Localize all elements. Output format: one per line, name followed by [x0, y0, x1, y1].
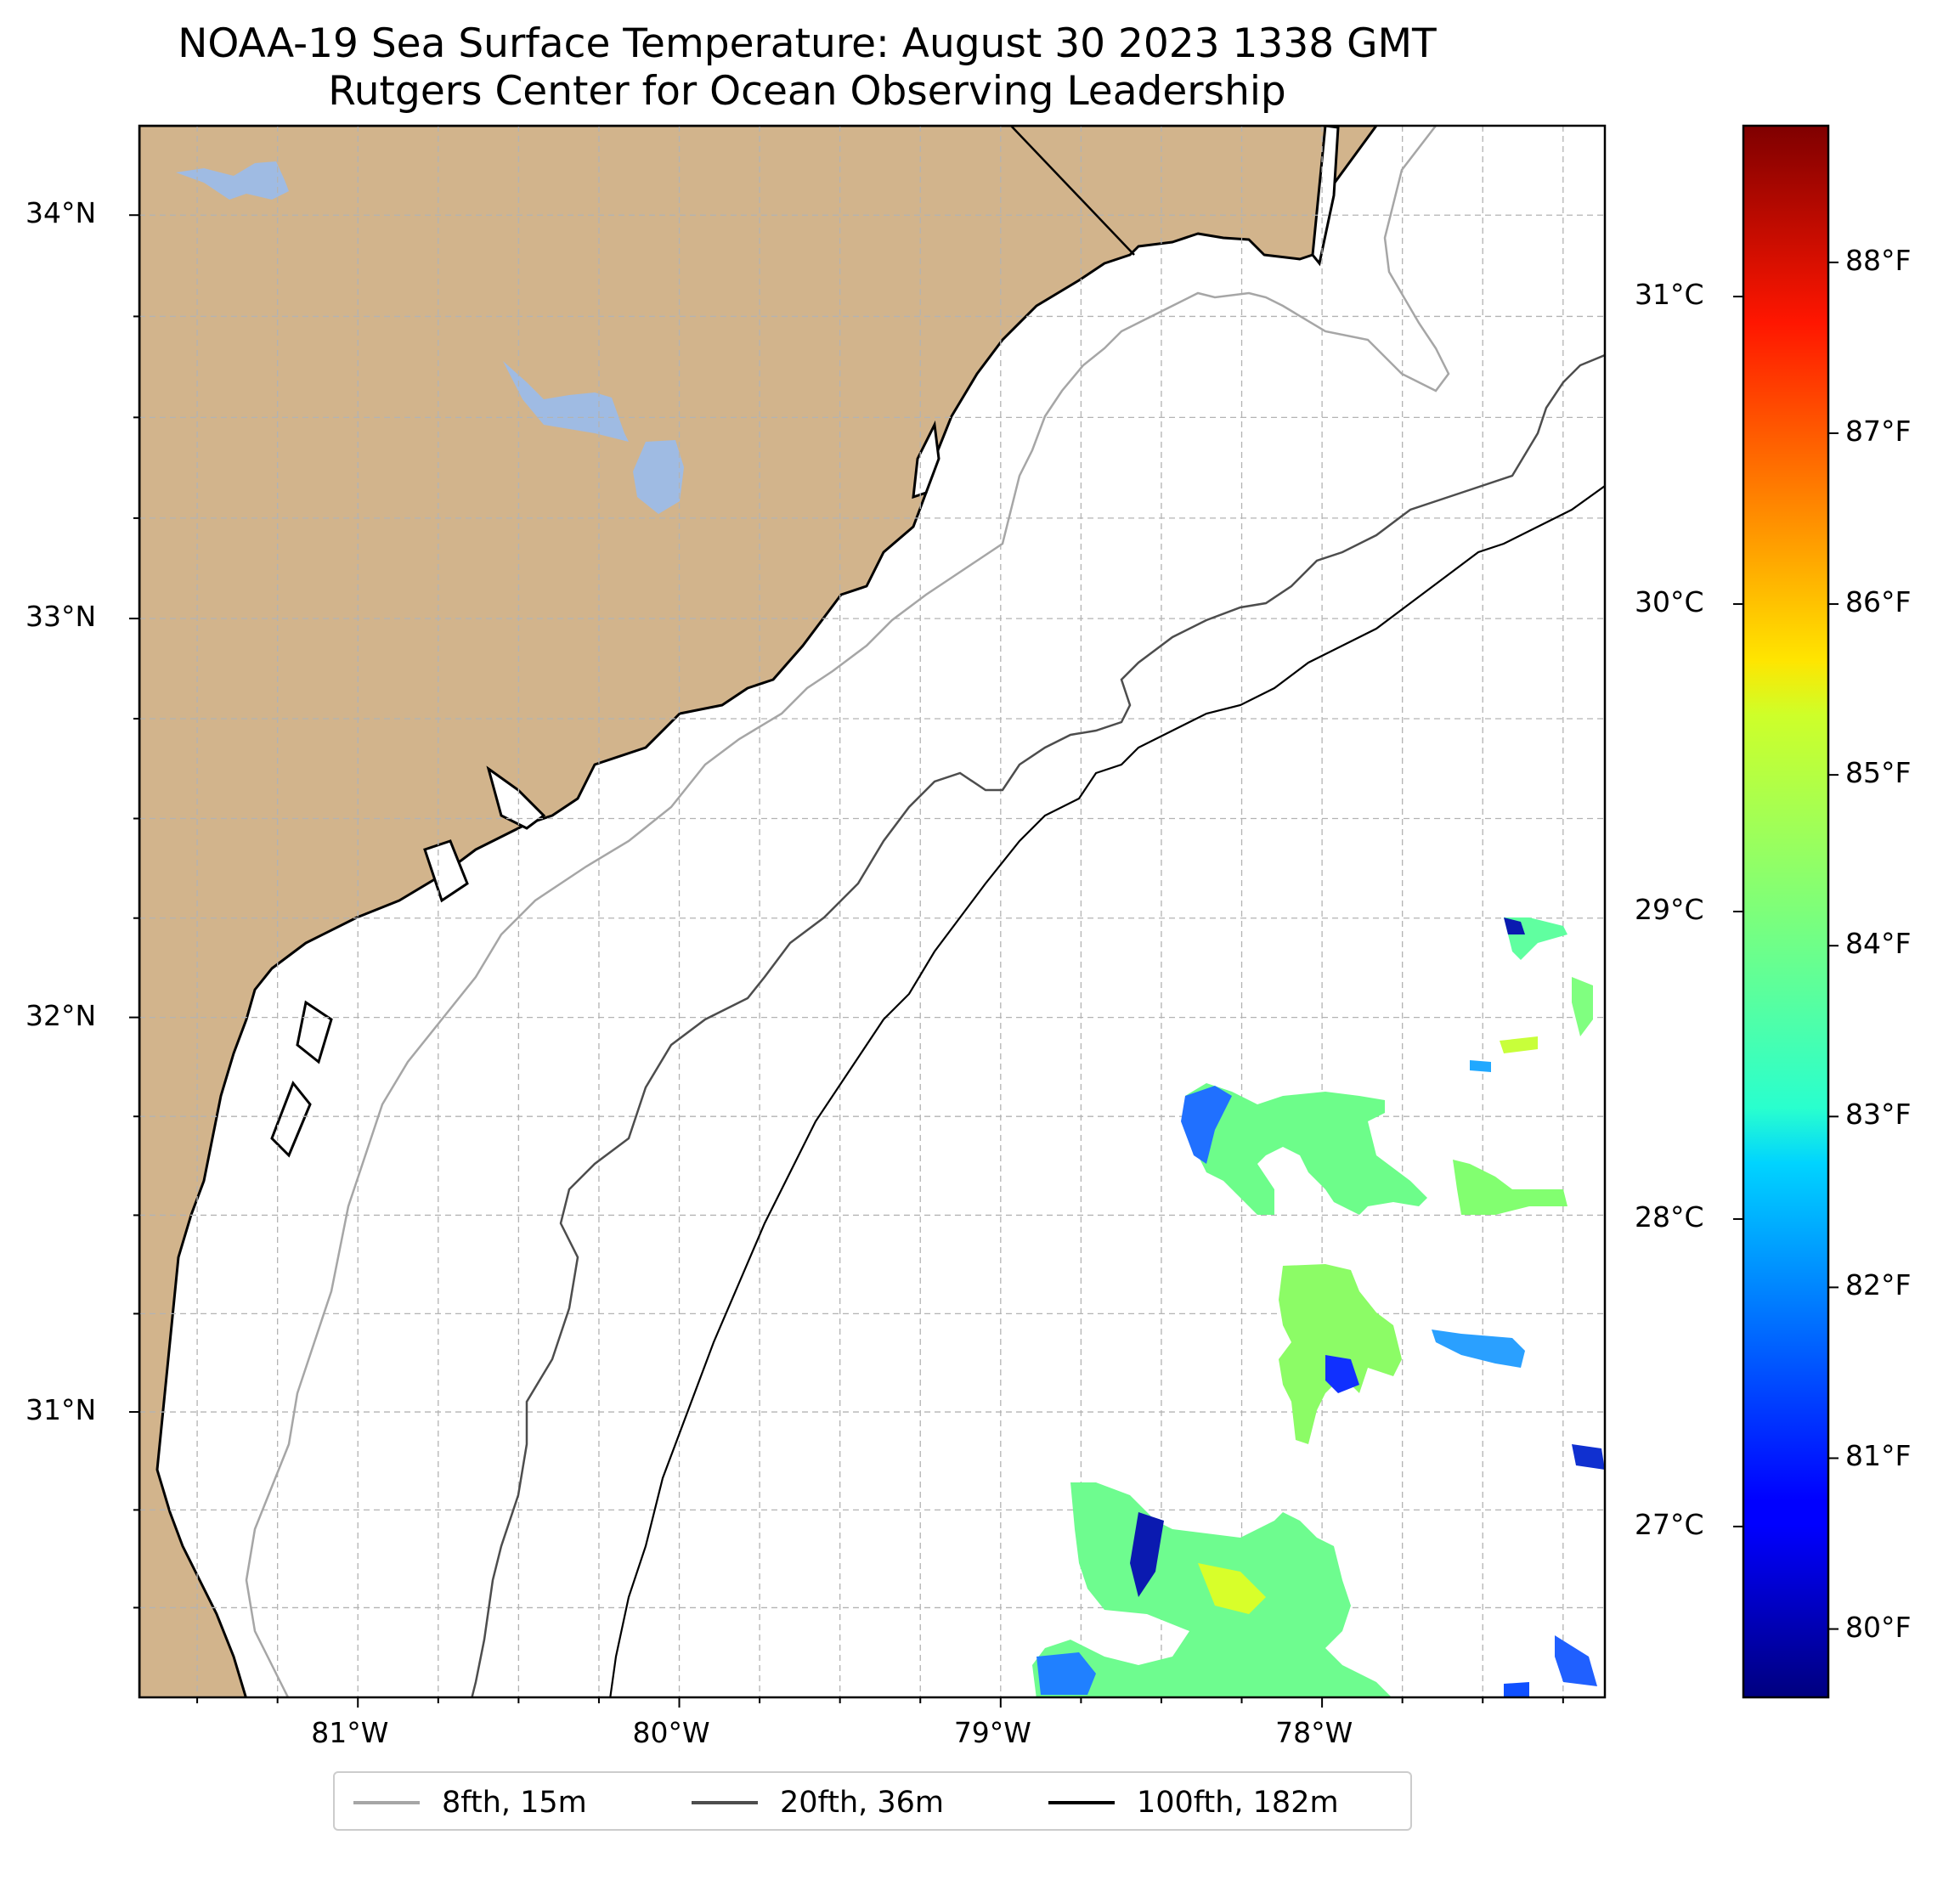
lon-label: 81°W: [311, 1716, 389, 1749]
colorbar-label-f: 87°F: [1845, 414, 1912, 448]
legend-item-20fth: 20fth, 36m: [692, 1773, 944, 1832]
axis-ticks: [129, 214, 1564, 1708]
colorbar-label-c: 29°C: [1635, 893, 1704, 926]
legend-item-100fth: 100fth, 182m: [1048, 1773, 1339, 1832]
colorbar-label-f: 88°F: [1845, 243, 1912, 277]
isobath-100fth: [609, 485, 1605, 1697]
isobath-legend: 8fth, 15m 20fth, 36m 100fth, 182m: [333, 1771, 1412, 1831]
legend-swatch-20fth: [692, 1801, 758, 1804]
legend-label-100fth: 100fth, 182m: [1137, 1786, 1339, 1820]
sst-patch-cool: [1181, 1086, 1232, 1164]
colorbar-label-f: 85°F: [1845, 756, 1912, 790]
sst-patch: [1470, 1060, 1491, 1072]
colorbar-label-f: 80°F: [1845, 1610, 1912, 1644]
sst-patch-cool: [1130, 1512, 1164, 1597]
lon-label: 79°W: [953, 1716, 1031, 1749]
legend-label-20fth: 20fth, 36m: [780, 1786, 945, 1820]
colorbar: [1742, 124, 1830, 1699]
sst-patch: [1432, 1330, 1525, 1368]
legend-swatch-8fth: [353, 1801, 420, 1804]
colorbar-label-f: 86°F: [1845, 585, 1912, 619]
sst-patch-cool: [1504, 1682, 1529, 1697]
title-line-1: NOAA-19 Sea Surface Temperature: August …: [178, 20, 1437, 67]
sst-patch-cool: [1504, 917, 1525, 934]
map-frame: [138, 124, 1607, 1699]
lat-label: 32°N: [25, 998, 97, 1032]
colorbar-label-c: 31°C: [1635, 278, 1704, 312]
colorbar-label-c: 30°C: [1635, 585, 1704, 619]
isobath-20fth: [471, 353, 1605, 1697]
legend-item-8fth: 8fth, 15m: [353, 1773, 587, 1832]
lat-label: 34°N: [25, 196, 97, 230]
sst-patch: [1185, 1083, 1427, 1215]
sst-patch-cool: [1555, 1635, 1597, 1686]
colorbar-label-f: 81°F: [1845, 1439, 1912, 1473]
lon-label: 80°W: [632, 1716, 710, 1749]
title-line-2: Rutgers Center for Ocean Observing Leade…: [328, 68, 1286, 115]
sst-data-patches: [1032, 917, 1605, 1697]
colorbar-label-c: 28°C: [1635, 1200, 1704, 1234]
gridlines: [139, 126, 1605, 1697]
lon-label: 78°W: [1275, 1716, 1353, 1749]
colorbar-ticks: [1733, 261, 1839, 1630]
colorbar-label-c: 27°C: [1635, 1507, 1704, 1541]
coastal-inlets: [270, 126, 1340, 1158]
lat-label: 33°N: [25, 600, 97, 634]
sst-patch-cool: [1036, 1652, 1096, 1695]
lat-label: 31°N: [25, 1393, 97, 1427]
lakes: [176, 161, 684, 514]
colorbar-label-f: 82°F: [1845, 1268, 1912, 1302]
colorbar-label-f: 83°F: [1845, 1098, 1912, 1132]
sst-patch-cool: [1325, 1355, 1359, 1393]
sst-patch-cool: [1572, 1444, 1605, 1470]
sst-patch: [1453, 1160, 1567, 1215]
isobath-8fth: [245, 126, 1450, 1697]
sst-patch-warm: [1500, 1036, 1538, 1053]
colorbar-label-f: 84°F: [1845, 927, 1912, 961]
sst-patch: [1279, 1264, 1402, 1444]
legend-label-8fth: 8fth, 15m: [442, 1786, 587, 1820]
legend-swatch-100fth: [1048, 1801, 1115, 1804]
sst-patch: [1572, 977, 1593, 1036]
state-border: [1010, 126, 1135, 256]
sst-patch-warm: [1198, 1563, 1266, 1614]
